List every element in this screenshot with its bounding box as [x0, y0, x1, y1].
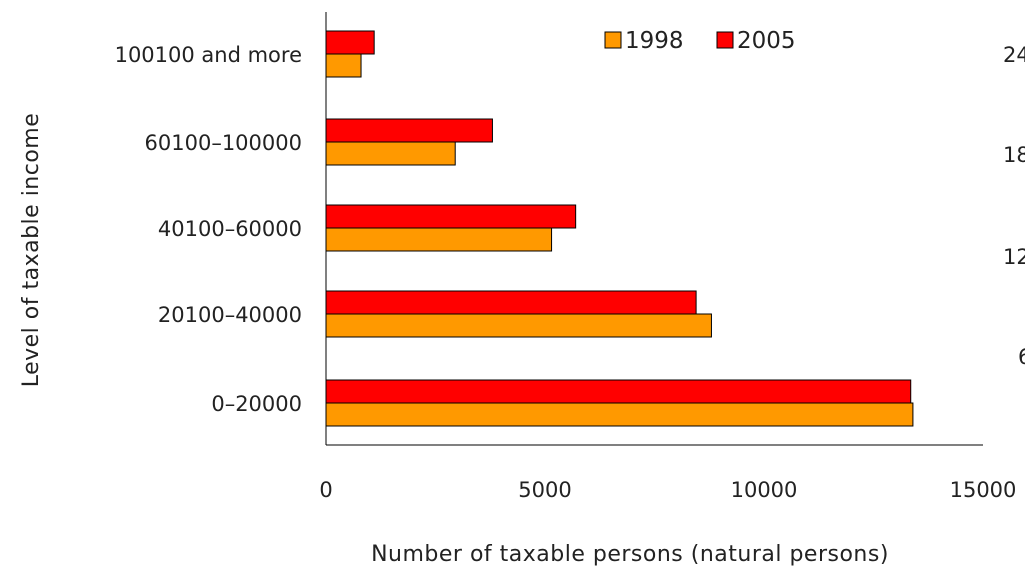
bars-group [325, 30, 914, 427]
bar-1998-4 [325, 53, 362, 78]
bar-2005-0 [325, 379, 912, 404]
right-axis-fragments: 24 18 12 6 [1003, 43, 1025, 369]
bar-2005-1 [325, 290, 697, 315]
right-fragment-1: 24 [1003, 43, 1025, 67]
legend-label-1998: 1998 [625, 28, 684, 54]
bar-1998-2 [325, 227, 553, 252]
category-label-3: 60100–100000 [145, 131, 302, 155]
bar-2005-4 [325, 30, 375, 55]
category-labels: 0–20000 20100–40000 40100–60000 60100–10000… [115, 43, 302, 416]
bar-1998-0 [325, 402, 914, 427]
x-tick-label-0: 0 [319, 478, 332, 502]
bar-1998-3 [325, 141, 456, 166]
x-tick-labels: 0 5000 10000 15000 [319, 478, 1016, 502]
x-tick-label-2: 10000 [731, 478, 798, 502]
category-label-0: 0–20000 [211, 392, 302, 416]
category-label-4: 100100 and more [115, 43, 302, 67]
legend-label-2005: 2005 [737, 28, 796, 54]
bar-2005-2 [325, 204, 577, 229]
right-fragment-3: 12 [1003, 245, 1025, 269]
right-fragment-4: 6 [1018, 345, 1025, 369]
right-fragment-2: 18 [1003, 143, 1025, 167]
y-axis-title: Level of taxable income [19, 113, 44, 388]
x-tick-label-3: 15000 [950, 478, 1017, 502]
bar-1998-1 [325, 313, 712, 338]
x-tick-label-1: 5000 [518, 478, 571, 502]
x-axis-title: Number of taxable persons (natural perso… [371, 542, 889, 567]
bar-2005-3 [325, 118, 493, 143]
legend: 1998 2005 [604, 28, 796, 54]
category-label-1: 20100–40000 [158, 303, 302, 327]
category-label-2: 40100–60000 [158, 217, 302, 241]
legend-swatch-1998 [604, 31, 622, 49]
legend-swatch-2005 [716, 31, 734, 49]
